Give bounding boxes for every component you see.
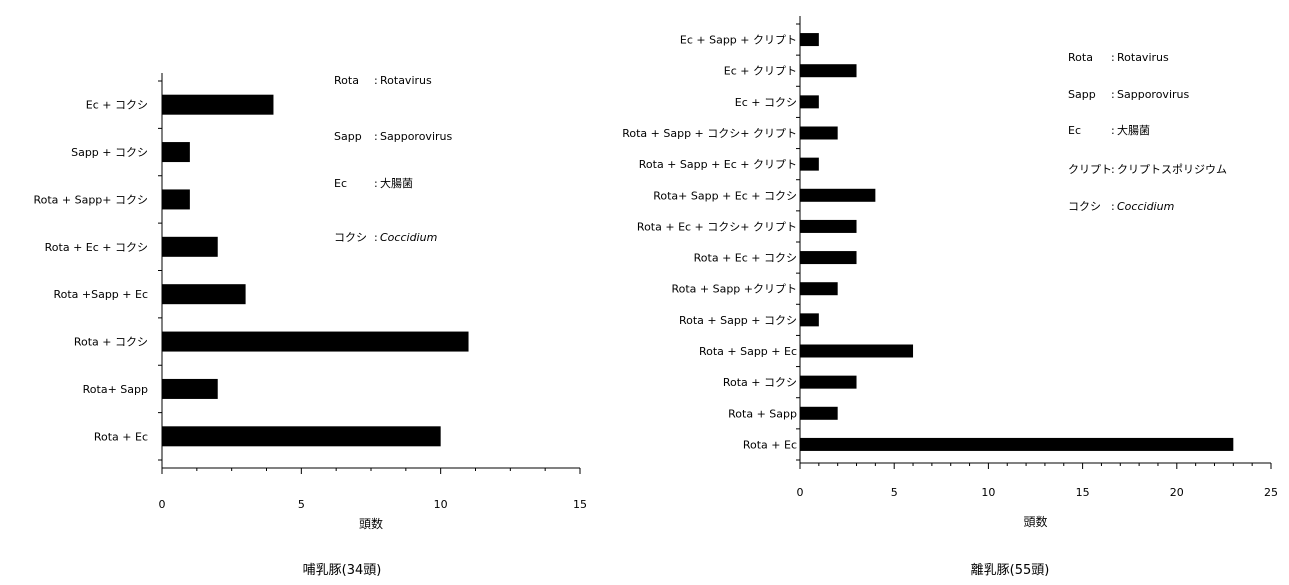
bar — [162, 284, 246, 305]
category-label: Rota + Ec + コクシ+ クリプト — [637, 220, 797, 233]
legend-key: Ec — [1068, 124, 1081, 137]
bar — [800, 126, 838, 140]
legend-separator: : — [1111, 163, 1115, 176]
legend-key: Sapp — [1068, 88, 1096, 101]
bar — [800, 64, 857, 78]
category-label: Rota + Ec — [743, 438, 797, 451]
bar — [800, 344, 914, 358]
chart-title: 哺乳豚(34頭) — [303, 563, 382, 578]
category-label: Rota + Sapp + コクシ+ クリプト — [622, 127, 797, 140]
category-label: Rota + Ec + コクシ — [45, 241, 148, 254]
category-label: Ec + Sapp + クリプト — [680, 34, 797, 47]
chart-title: 離乳豚(55頭) — [971, 563, 1050, 578]
bar — [800, 95, 819, 109]
bar — [800, 219, 857, 233]
x-tick-label: 5 — [891, 486, 898, 499]
legend-value: 大腸菌 — [1117, 123, 1150, 137]
bar — [800, 188, 876, 202]
x-tick-label: 15 — [573, 498, 587, 511]
category-label: Rota+ Sapp + Ec + コクシ — [653, 189, 797, 202]
bar — [162, 236, 218, 257]
category-label: Rota + コクシ — [723, 376, 797, 389]
legend-key: Ec — [334, 177, 347, 190]
category-label: Ec + コクシ — [86, 99, 148, 112]
x-tick-label: 10 — [434, 498, 448, 511]
x-tick-label: 5 — [298, 498, 305, 511]
bar — [800, 282, 838, 296]
bar — [162, 426, 441, 447]
category-label: Rota+ Sapp — [83, 383, 148, 396]
legend-key: Rota — [334, 74, 359, 87]
category-label: Rota + Ec + コクシ — [694, 252, 797, 265]
bar — [800, 313, 819, 327]
legend-value: Coccidium — [380, 231, 437, 244]
bar — [162, 142, 190, 163]
legend-separator: : — [1111, 124, 1115, 137]
category-label: Rota + Sapp — [728, 407, 797, 420]
bar — [162, 189, 190, 210]
bar — [800, 251, 857, 265]
bar — [800, 437, 1234, 451]
legend-separator: : — [1111, 200, 1115, 213]
legend-key: Rota — [1068, 51, 1093, 64]
legend-value: Sapporovirus — [1117, 88, 1189, 101]
category-label: Rota + Sapp + Ec + クリプト — [639, 158, 797, 171]
x-tick-label: 0 — [797, 486, 804, 499]
category-label: Ec + コクシ — [735, 96, 797, 109]
x-axis-label: 頭数 — [359, 516, 383, 531]
bar — [800, 406, 838, 420]
category-label: Rota +Sapp + Ec — [53, 288, 148, 301]
category-label: Rota + コクシ — [74, 336, 148, 349]
legend-separator: : — [1111, 88, 1115, 101]
category-label: Ec + クリプト — [724, 65, 797, 78]
legend-value: クリプトスポリジウム — [1117, 163, 1227, 176]
bar — [800, 375, 857, 389]
bar — [162, 331, 469, 352]
legend-value: Rotavirus — [1117, 51, 1169, 64]
legend-value: Sapporovirus — [380, 130, 452, 143]
legend-separator: : — [374, 130, 378, 143]
x-tick-label: 15 — [1076, 486, 1090, 499]
bar — [800, 157, 819, 171]
legend-value: Rotavirus — [380, 74, 432, 87]
legend-separator: : — [374, 177, 378, 190]
legend-key: コクシ — [1068, 200, 1101, 213]
x-tick-label: 25 — [1264, 486, 1278, 499]
category-label: Sapp + コクシ — [71, 146, 148, 159]
category-label: Rota + Sapp + コクシ — [679, 314, 797, 327]
x-axis-label: 頭数 — [1023, 514, 1047, 529]
legend-value: Coccidium — [1117, 200, 1174, 213]
legend-separator: : — [374, 74, 378, 87]
category-label: Rota + Ec — [94, 430, 148, 443]
bar — [162, 378, 218, 399]
legend-key: クリプト — [1068, 163, 1112, 176]
legend-key: コクシ — [334, 231, 367, 244]
category-label: Rota + Sapp+ コクシ — [33, 193, 148, 206]
legend-key: Sapp — [334, 130, 362, 143]
category-label: Rota + Sapp +クリプト — [671, 283, 797, 296]
bar — [162, 94, 274, 115]
x-tick-label: 20 — [1170, 486, 1184, 499]
legend-value: 大腸菌 — [380, 176, 413, 190]
x-tick-label: 10 — [981, 486, 995, 499]
bar — [800, 33, 819, 47]
x-tick-label: 0 — [159, 498, 166, 511]
legend-separator: : — [374, 231, 378, 244]
legend-separator: : — [1111, 51, 1115, 64]
category-label: Rota + Sapp + Ec — [699, 345, 797, 358]
